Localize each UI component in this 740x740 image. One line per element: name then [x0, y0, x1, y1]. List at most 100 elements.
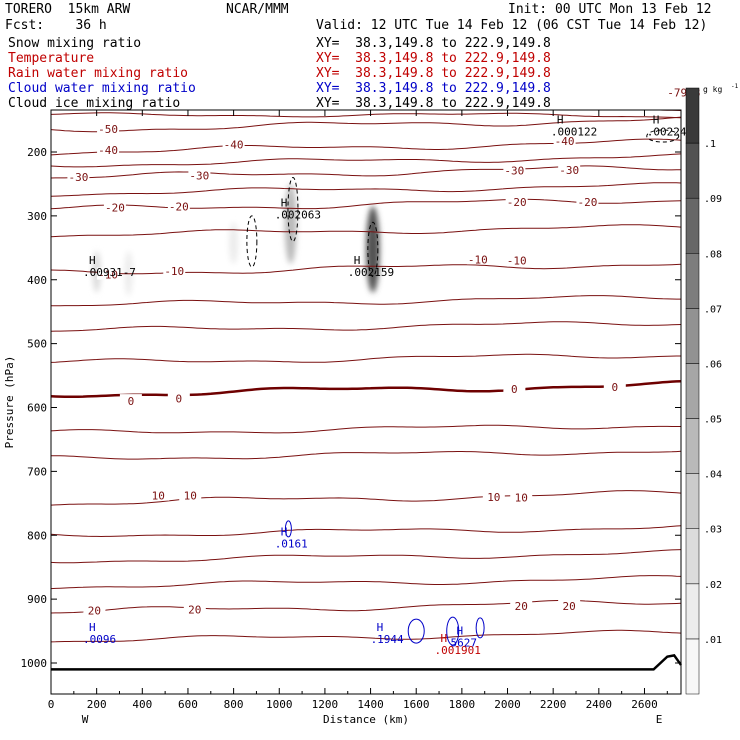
y-axis-label: Pressure (hPa): [3, 356, 16, 449]
isotherm-label: -10: [98, 269, 118, 282]
colorbar-unit-exponent: -1: [731, 83, 739, 90]
y-tick-label: 500: [27, 338, 47, 351]
max-value-3: .00931-7: [83, 266, 136, 279]
valid-time: Valid: 12 UTC Tue 14 Feb 12 (06 CST Tue …: [316, 18, 708, 33]
x-tick-label: 2200: [540, 698, 567, 711]
isotherm-label: -10: [468, 253, 488, 266]
colorbar-swatch: [685, 528, 700, 585]
isotherm-mid-11: [51, 629, 681, 643]
cloudwater-outline-2: [475, 617, 485, 639]
isotherm-label: 20: [563, 600, 576, 613]
max-marker-2: H: [281, 196, 288, 209]
cloudwater-outline-1: [446, 616, 460, 646]
x-tick-label: 1200: [312, 698, 339, 711]
isotherm-mid-5: [51, 353, 681, 363]
colorbar-unit: g kg: [703, 85, 722, 94]
max-value-5: .0161: [275, 537, 308, 550]
y-tick-label: 200: [27, 146, 47, 159]
colorbar-swatch: [685, 473, 700, 529]
y-tick-label: 1000: [21, 657, 48, 670]
isotherm-m50: [51, 116, 681, 133]
max-marker-9: H: [440, 632, 447, 645]
cloudwater-outline-0: [407, 618, 425, 644]
x-tick-label: 1000: [266, 698, 293, 711]
isotherm-label-bg: [97, 122, 120, 135]
x-tick-label: 0: [48, 698, 55, 711]
x-tick-label: 2600: [631, 698, 658, 711]
isotherm-label: -50: [98, 123, 118, 136]
isotherm-mid-1: [51, 182, 681, 197]
x-end-label-left: W: [82, 713, 89, 726]
isotherm-label-bg: [67, 169, 90, 182]
ice-outline-2: [367, 221, 379, 278]
isotherm-label-bg: [553, 134, 576, 147]
isotherm-label: -10: [507, 255, 527, 268]
isotherm-label-bg: [167, 391, 190, 404]
isotherm-label-bg: [482, 489, 505, 502]
isotherm-label: -20: [105, 202, 125, 215]
isotherm-label: 10: [152, 490, 165, 503]
isotherm-label-bg: [505, 253, 528, 266]
isotherm-label-bg: [188, 168, 211, 181]
colorbar-swatch: [685, 583, 700, 640]
isotherm-label: 0: [128, 395, 135, 408]
x-tick-label: 1400: [357, 698, 384, 711]
isotherm-mid-7: [51, 450, 681, 460]
isotherm-label-bg: [466, 252, 489, 265]
ice-outline-1: [287, 177, 299, 242]
colorbar-label: .07: [704, 304, 722, 315]
isotherm-m20: [51, 198, 681, 210]
max-marker-4: H: [354, 254, 361, 267]
colorbar-label: .01: [704, 635, 722, 646]
x-tick-label: 1600: [403, 698, 430, 711]
upper-isotherm-3: [51, 112, 681, 119]
isotherm-label-bg: [103, 200, 126, 213]
x-tick-label: 600: [178, 698, 198, 711]
isotherm-label: -20: [577, 196, 597, 209]
field-rain-name: Rain water mixing ratio: [8, 66, 189, 81]
x-tick-label: 200: [87, 698, 107, 711]
isotherm-mid-10: [51, 575, 681, 590]
isotherm-label-bg: [503, 163, 526, 176]
max-value-4: .002159: [348, 266, 394, 279]
field-cloudwater-xy: XY= 38.3,149.8 to 222.9,149.8: [316, 81, 551, 96]
isotherm-label: 20: [188, 603, 201, 616]
x-tick-label: 400: [132, 698, 152, 711]
isotherm-label-bg: [603, 380, 626, 393]
y-tick-label: 300: [27, 210, 47, 223]
isotherm-label-bg: [576, 194, 599, 207]
max-value-1: .002243: [647, 125, 693, 138]
colorbar-swatch: [685, 87, 700, 144]
isotherm-0: [51, 379, 681, 398]
max-value-7: .1944: [371, 633, 404, 646]
max-value-0: .000122: [551, 125, 597, 138]
field-cloudwater-name: Cloud water mixing ratio: [8, 81, 196, 96]
colorbar-label: .03: [704, 525, 722, 536]
isotherm-label-bg: [503, 381, 526, 394]
plot-frame: [50, 109, 682, 695]
field-temp-xy: XY= 38.3,149.8 to 222.9,149.8: [316, 51, 551, 66]
x-tick-label: 1800: [449, 698, 476, 711]
isotherm-label: 0: [176, 393, 183, 406]
isotherm-label: 20: [88, 605, 101, 618]
isotherm-label: -10: [164, 265, 184, 278]
isotherm-mid-9: [51, 549, 681, 564]
isotherm-label-bg: [222, 137, 245, 150]
y-tick-label: 600: [27, 402, 47, 415]
forecast-hour: Fcst: 36 h: [5, 18, 107, 33]
max-value-8: 5627: [450, 636, 477, 649]
isotherm-10: [51, 490, 681, 506]
upper-isotherm-0: [51, 89, 681, 93]
max-marker-1: H: [653, 113, 660, 126]
y-tick-label: 700: [27, 465, 47, 478]
isotherm-label-bg: [97, 267, 120, 280]
isotherm-label-bg: [97, 143, 120, 156]
isotherm-mid-2: [51, 224, 681, 238]
x-tick-label: 2000: [494, 698, 521, 711]
colorbar-label: .08: [704, 249, 722, 260]
isotherm-mid-0: [51, 153, 681, 168]
isotherm-label: -30: [189, 170, 209, 183]
colorbar-swatch: [685, 308, 700, 364]
isotherm-label-bg: [163, 263, 186, 276]
